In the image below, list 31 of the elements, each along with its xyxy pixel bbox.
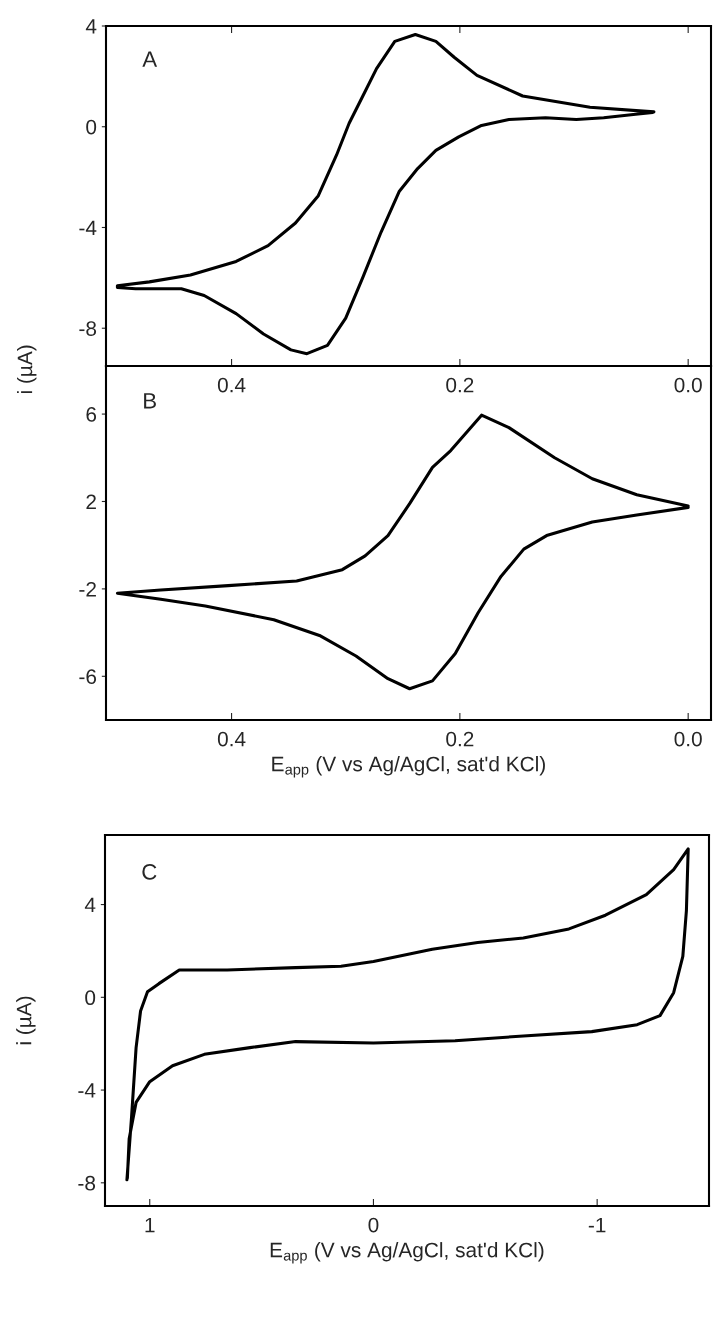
annotation: A xyxy=(142,51,158,67)
line-series xyxy=(125,847,690,1182)
x-tick-label: 0 xyxy=(368,1217,379,1233)
x-tick-label: 0.0 xyxy=(674,377,702,393)
x-tick-label: 0.2 xyxy=(446,377,474,393)
annotation: B xyxy=(144,393,156,409)
y-tick-label: -4 xyxy=(79,220,97,236)
y-tick-label: 0 xyxy=(86,119,97,135)
x-axis-title: E$_{app}$ (V vs Ag/AgCl, sat'd KCl) xyxy=(270,1242,544,1264)
x-tick-label: 0.4 xyxy=(217,731,246,747)
y-tick-label: -6 xyxy=(79,669,97,685)
annotation: C xyxy=(142,864,157,880)
x-tick-label: 0.2 xyxy=(446,731,474,747)
line-series xyxy=(115,33,656,356)
x-tick-label: 0.4 xyxy=(217,377,246,393)
x-tick-label: 0.0 xyxy=(674,731,702,747)
y-tick-label: -8 xyxy=(79,321,97,336)
y-tick-label: 4 xyxy=(84,897,96,913)
x-tick-label: -1 xyxy=(588,1217,606,1233)
y-tick-label: 0 xyxy=(85,990,96,1006)
y-tick-label: -2 xyxy=(79,581,96,597)
line-series xyxy=(115,413,690,691)
y-axis-title: i (µA) xyxy=(17,345,37,394)
y-axis-title: i (µA) xyxy=(16,996,36,1045)
x-tick-label: 1 xyxy=(145,1217,155,1233)
y-tick-label: 2 xyxy=(86,494,96,510)
y-tick-label: 4 xyxy=(85,19,97,34)
y-tick-label: -4 xyxy=(78,1083,96,1098)
x-axis-title: E$_{app}$ (V vs Ag/AgCl, sat'd KCl) xyxy=(272,756,545,778)
y-tick-label: -8 xyxy=(78,1175,96,1191)
y-tick-label: 6 xyxy=(86,407,97,422)
